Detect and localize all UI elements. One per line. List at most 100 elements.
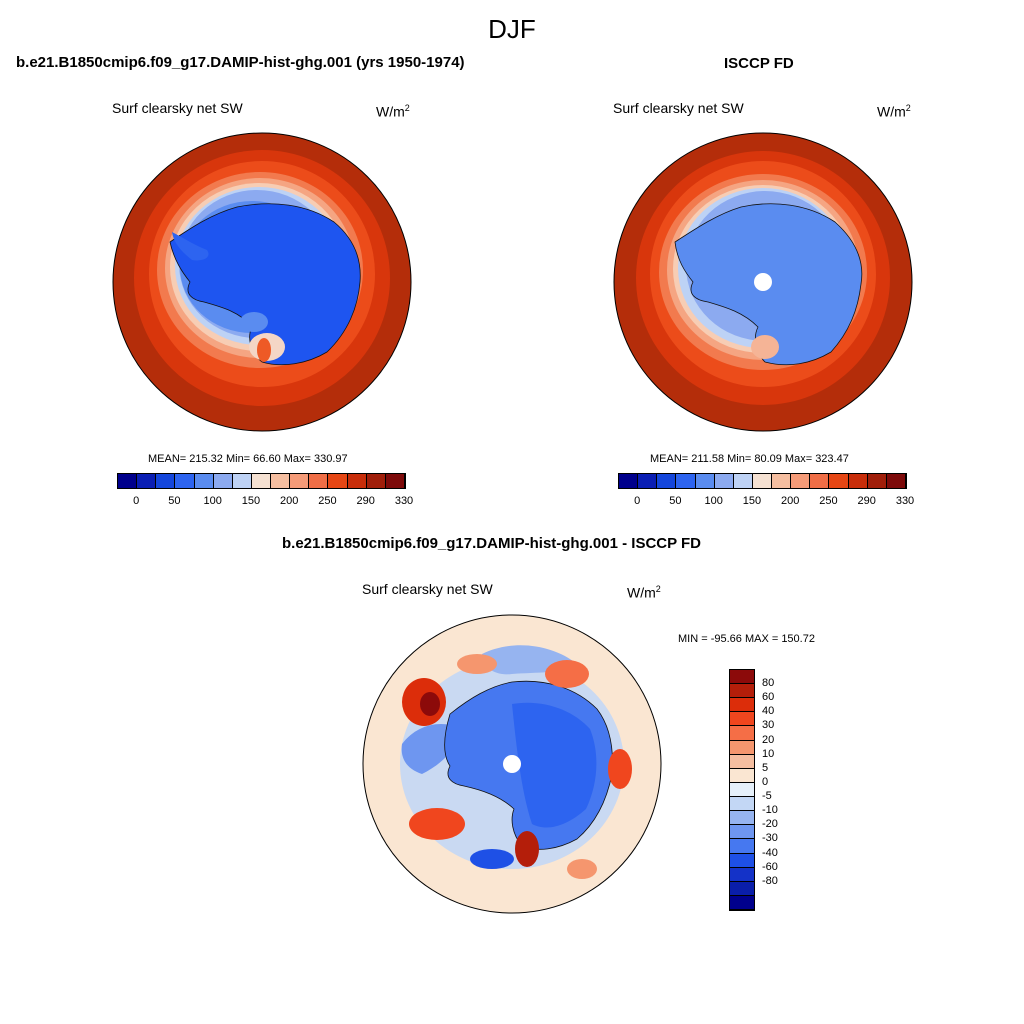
diff-colorbar-tick-label: 40	[762, 705, 775, 718]
left-colorbar-swatch	[366, 474, 386, 488]
diff-colorbar-swatch	[730, 726, 754, 741]
diff-colorbar-swatch	[730, 825, 754, 840]
right-colorbar-tick-label: 0	[634, 495, 641, 507]
diff-colorbar-tick-label: 5	[762, 761, 769, 774]
right-colorbar-swatch	[733, 474, 753, 488]
left-colorbar-tick-label: 100	[203, 495, 222, 507]
left-colorbar-swatch	[309, 474, 329, 488]
diff-colorbar-swatch	[730, 670, 754, 685]
right-colorbar-swatch	[657, 474, 677, 488]
diff-colorbar-tick-label: -5	[762, 790, 772, 803]
diff-colorbar-swatch	[730, 754, 754, 769]
left-colorbar-swatch	[251, 474, 272, 488]
right-stats-label: MEAN= 211.58 Min= 80.09 Max= 323.47	[650, 453, 849, 465]
right-colorbar-swatch	[848, 474, 868, 488]
right-colorbar-swatch	[810, 474, 830, 488]
diff-field-label: Surf clearsky net SW	[362, 581, 493, 597]
diff-colorbar	[729, 669, 755, 911]
left-colorbar-swatch	[290, 474, 310, 488]
left-colorbar-swatch	[175, 474, 195, 488]
left-colorbar-swatch	[137, 474, 157, 488]
diff-colorbar-swatch	[730, 895, 754, 910]
left-colorbar-swatch	[213, 474, 233, 488]
left-colorbar	[117, 473, 406, 489]
left-colorbar-labels: 0 50 100 150 200 250 290 330	[117, 495, 413, 509]
left-colorbar-swatch	[156, 474, 176, 488]
diff-colorbar-tick-label: -40	[762, 846, 778, 859]
right-colorbar-swatch	[619, 474, 639, 488]
diff-colorbar-tick-label: 20	[762, 733, 775, 746]
diff-colorbar-tick-label: -60	[762, 860, 778, 873]
diff-colorbar-tick-label: -80	[762, 874, 778, 887]
right-colorbar-swatch	[714, 474, 734, 488]
left-colorbar-swatch	[232, 474, 252, 488]
right-colorbar-swatch	[867, 474, 887, 488]
diff-colorbar-swatch	[730, 698, 754, 713]
diff-stats-label: MIN = -95.66 MAX = 150.72	[678, 633, 815, 645]
diff-units-label: W/m2	[627, 584, 661, 601]
diff-colorbar-swatch	[730, 684, 754, 699]
left-field-label: Surf clearsky net SW	[112, 100, 243, 116]
diff-colorbar-labels: 80 60 40 30 20 10 5 0 -5 -10 -20 -30 -40 -60 -80	[760, 669, 800, 911]
left-colorbar-tick-label: 50	[168, 495, 181, 507]
diff-colorbar-tick-label: -20	[762, 818, 778, 831]
left-colorbar-tick-label: 0	[133, 495, 140, 507]
left-colorbar-swatch	[271, 474, 291, 488]
right-colorbar-tick-label: 50	[669, 495, 682, 507]
left-colorbar-swatch	[385, 474, 405, 488]
diff-colorbar-swatch	[730, 782, 754, 798]
right-colorbar-tick-label: 330	[895, 495, 915, 507]
left-colorbar-tick-label: 290	[356, 495, 375, 507]
right-colorbar-swatch	[772, 474, 792, 488]
right-colorbar-swatch	[752, 474, 773, 488]
right-units-label: W/m2	[877, 103, 911, 120]
right-colorbar-swatch	[638, 474, 658, 488]
right-polar-map	[613, 132, 913, 432]
right-panel-title: ISCCP FD	[724, 55, 794, 72]
right-colorbar-swatch	[695, 474, 715, 488]
left-colorbar-swatch	[118, 474, 138, 488]
right-colorbar-tick-label: 200	[781, 495, 800, 507]
diff-colorbar-tick-label: -10	[762, 804, 778, 817]
diff-colorbar-swatch	[730, 712, 754, 727]
diff-colorbar-swatch	[730, 811, 754, 826]
left-units-label: W/m2	[376, 103, 410, 120]
diff-colorbar-tick-label: 60	[762, 691, 775, 704]
left-colorbar-swatch	[328, 474, 348, 488]
left-colorbar-tick-label: 250	[318, 495, 337, 507]
left-colorbar-swatch	[347, 474, 367, 488]
left-panel-title: b.e21.B1850cmip6.f09_g17.DAMIP-hist-ghg.…	[16, 54, 465, 71]
right-colorbar-tick-label: 150	[742, 495, 762, 507]
diff-colorbar-tick-label: 30	[762, 719, 775, 732]
diff-colorbar-swatch	[730, 853, 754, 868]
diff-colorbar-swatch	[730, 740, 754, 755]
right-colorbar-swatch	[676, 474, 696, 488]
diff-colorbar-swatch	[730, 839, 754, 854]
diff-colorbar-swatch	[730, 881, 754, 896]
right-colorbar-swatch	[829, 474, 849, 488]
right-field-label: Surf clearsky net SW	[613, 100, 744, 116]
diff-colorbar-tick-label: 10	[762, 747, 775, 760]
diff-colorbar-swatch	[730, 768, 754, 783]
left-colorbar-tick-label: 150	[241, 495, 261, 507]
diff-colorbar-tick-label: 0	[762, 775, 769, 788]
right-colorbar-swatch	[886, 474, 906, 488]
diff-colorbar-tick-label: -30	[762, 832, 778, 845]
left-stats-label: MEAN= 215.32 Min= 66.60 Max= 330.97	[148, 453, 348, 465]
season-title: DJF	[488, 14, 536, 44]
diff-polar-map	[362, 614, 662, 914]
left-colorbar-tick-label: 200	[280, 495, 299, 507]
left-colorbar-tick-label: 330	[394, 495, 414, 507]
right-colorbar-labels: 0 50 100 150 200 250 290 330	[618, 495, 914, 509]
diff-colorbar-swatch	[730, 867, 754, 882]
right-colorbar-tick-label: 290	[857, 495, 876, 507]
diff-colorbar-tick-label: 80	[762, 677, 775, 690]
right-colorbar-swatch	[791, 474, 811, 488]
diff-colorbar-swatch	[730, 797, 754, 812]
left-colorbar-swatch	[194, 474, 214, 488]
diff-panel-title: b.e21.B1850cmip6.f09_g17.DAMIP-hist-ghg.…	[282, 535, 702, 552]
left-polar-map	[112, 132, 412, 432]
right-colorbar	[618, 473, 907, 489]
right-colorbar-tick-label: 250	[819, 495, 838, 507]
right-colorbar-tick-label: 100	[704, 495, 723, 507]
